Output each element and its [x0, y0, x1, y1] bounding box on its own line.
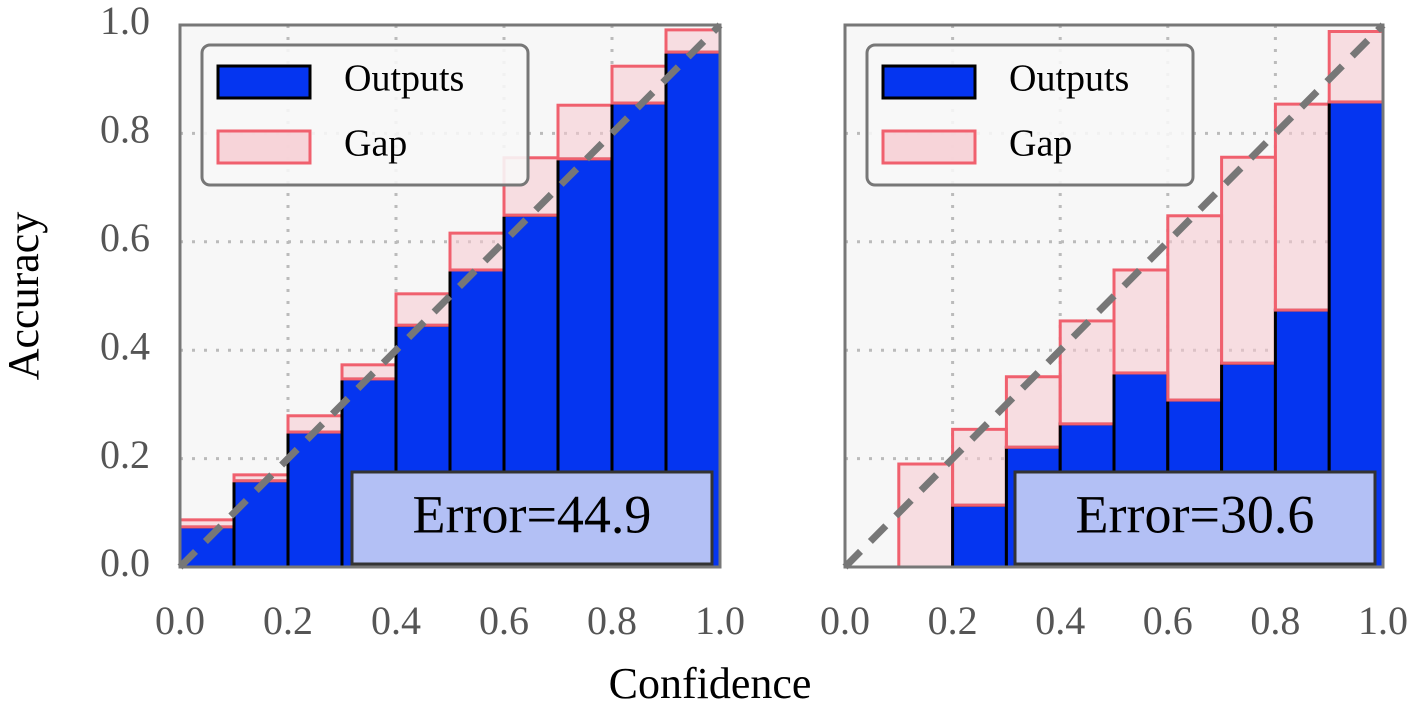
legend-swatch [216, 64, 312, 100]
gap-bar [1220, 155, 1277, 365]
gap-bar [610, 64, 668, 105]
x-axis-label: Confidence [609, 659, 812, 708]
y-tick-label: 0.2 [100, 432, 150, 477]
annotation: Error=44.9 [413, 484, 652, 544]
x-tick-label: 0.0 [820, 598, 870, 643]
x-tick-label: 0.4 [1035, 598, 1085, 643]
y-tick-label: 0.0 [100, 540, 150, 585]
frame [843, 23, 1385, 569]
gap-bar [951, 427, 1008, 507]
gap-bar [394, 292, 452, 327]
annotation-box [1013, 470, 1377, 566]
y-tick-label: 1.0 [100, 0, 150, 43]
gap-bar [1166, 214, 1224, 402]
y-tick-label: 0.4 [100, 323, 150, 368]
x-tick-label: 1.0 [1358, 598, 1408, 643]
x-tick-label: 1.0 [695, 598, 745, 643]
gap-bar [556, 103, 614, 161]
x-tick-label: 0.2 [928, 598, 978, 643]
legend-label: Gap [344, 123, 407, 165]
gap-bar [1112, 268, 1170, 375]
frame [178, 23, 722, 569]
legend-label: Outputs [344, 58, 464, 100]
x-tick-label: 0.8 [587, 598, 637, 643]
gap-bar [1273, 102, 1331, 312]
gap-bar [1004, 375, 1062, 449]
outputs-bar [232, 479, 290, 569]
gap-bar [897, 462, 955, 569]
diagonal [842, 22, 1386, 570]
x-tick-label: 0.8 [1250, 598, 1300, 643]
outputs-bar [951, 503, 1008, 569]
legend-swatch [881, 64, 977, 100]
legend-label: Gap [1009, 123, 1072, 165]
gap-bar [232, 473, 290, 483]
x-tick-label: 0.2 [263, 598, 313, 643]
annotation: Error=30.6 [1076, 484, 1315, 544]
gap-bar [1058, 319, 1116, 426]
y-tick-label: 0.6 [100, 215, 150, 260]
x-tick-label: 0.4 [371, 598, 421, 643]
annotation-box [350, 470, 714, 566]
x-tick-label: 0.6 [479, 598, 529, 643]
axes: 0.0 0.2 0.4 0.6 0.8 1.0 Outputs Gap Error=30.6 [820, 22, 1408, 643]
diagonal [177, 22, 723, 570]
gap-bar [178, 518, 236, 529]
axes: 0.0 0.2 0.4 0.6 0.8 1.0 0.0 0.2 0.4 0.6 0.8 1.0 Outp… [100, 0, 745, 643]
x-tick-label: 0.0 [155, 598, 205, 643]
legend-swatch [881, 129, 977, 165]
legend-swatch [216, 129, 312, 165]
legend-label: Outputs [1009, 58, 1129, 100]
x-tick-label: 0.6 [1143, 598, 1193, 643]
y-tick-label: 0.8 [100, 107, 150, 152]
y-axis-label: Accuracy [0, 212, 48, 381]
